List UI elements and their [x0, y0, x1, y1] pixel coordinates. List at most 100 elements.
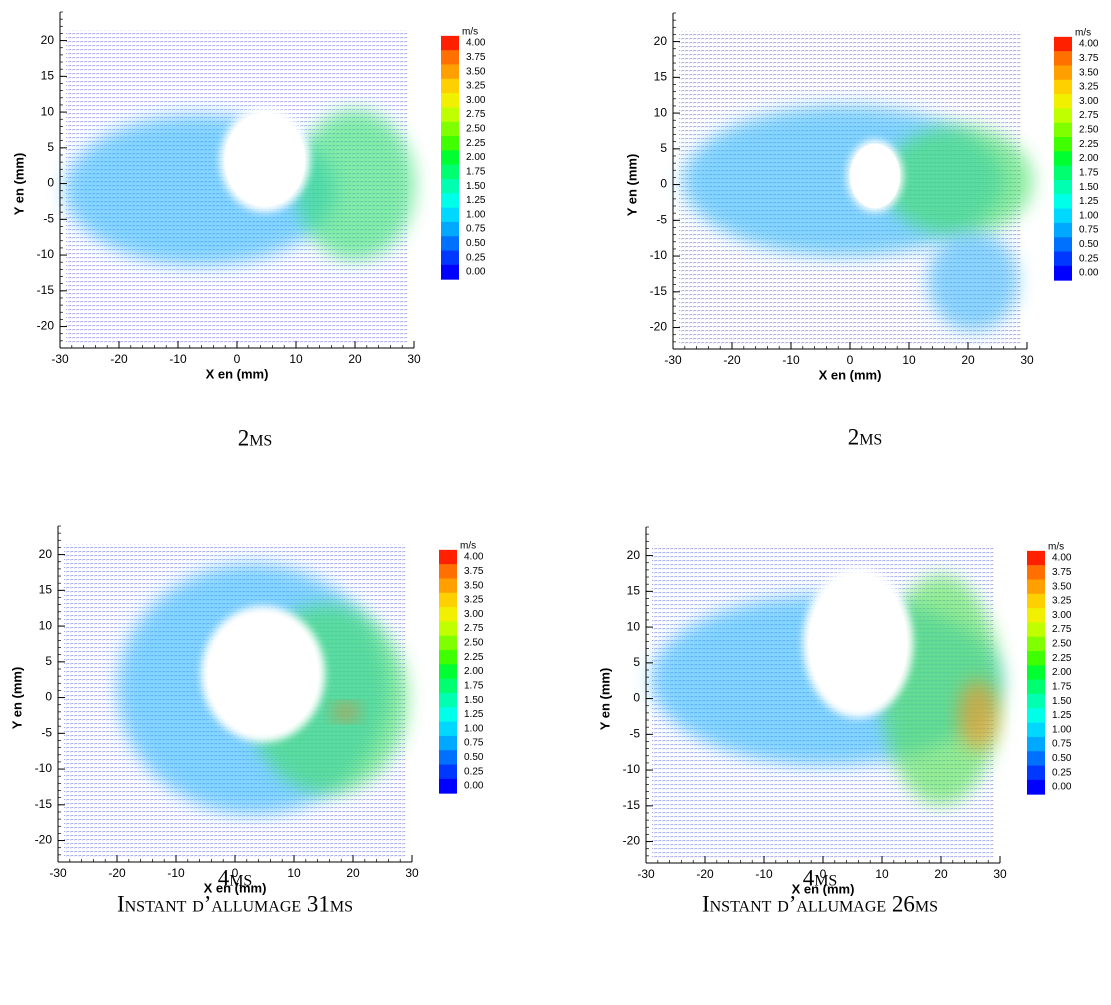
colorbar-swatch — [1054, 94, 1072, 109]
colorbar-label: 0.00 — [466, 267, 486, 278]
colorbar-label: 1.50 — [466, 181, 486, 192]
colorbar-label: 0.25 — [1052, 767, 1072, 778]
y-tick-label: -5 — [656, 212, 667, 226]
colorbar-label: 3.25 — [466, 81, 486, 92]
colorbar-swatch — [1027, 708, 1045, 724]
colorbar-label: 3.25 — [1052, 596, 1072, 607]
x-axis-label: X en (mm) — [206, 366, 269, 381]
colorbar-swatch — [441, 207, 459, 223]
y-tick-label: -20 — [623, 834, 641, 848]
colorbar-label: 2.75 — [1052, 624, 1072, 635]
flame-kernel-core — [224, 113, 306, 207]
colorbar-label: 0.25 — [1079, 253, 1099, 264]
colorbar-label: 0.50 — [1079, 239, 1099, 250]
colorbar-swatch — [441, 64, 459, 80]
vector-field — [679, 31, 1033, 346]
colorbar-unit: m/s — [460, 541, 476, 552]
colorbar-swatch — [1027, 651, 1045, 666]
colorbar-swatch — [1054, 108, 1072, 124]
colorbar-label: 2.25 — [1052, 653, 1072, 664]
y-tick-label: 20 — [41, 33, 55, 47]
colorbar-swatch — [1054, 237, 1072, 253]
colorbar-label: 2.00 — [1079, 153, 1099, 164]
y-tick-label: 10 — [41, 104, 55, 118]
colorbar-label: 0.75 — [1052, 739, 1072, 750]
y-tick-label: -15 — [623, 798, 641, 812]
colorbar-label: 0.25 — [464, 766, 484, 777]
colorbar-label: 2.25 — [1079, 139, 1099, 150]
colorbar-label: 1.25 — [466, 195, 486, 206]
vector-field — [64, 544, 408, 859]
colorbar-swatch — [1027, 751, 1045, 767]
colorbar-swatch — [439, 778, 457, 794]
x-tick-label: -10 — [167, 866, 185, 880]
flame-kernel-core — [849, 143, 901, 209]
y-tick-label: 15 — [627, 584, 641, 598]
colorbar-label: 1.25 — [1079, 196, 1099, 207]
colorbar-swatch — [441, 136, 459, 151]
x-tick-label: 10 — [902, 353, 916, 367]
panel: -20 -15 -10 -5 0 5 10 15 20 -30 -20 -10 0 10 20 30 X en … — [9, 525, 484, 916]
colorbar-label: 2.25 — [466, 138, 486, 149]
x-axis-label: X en (mm) — [792, 881, 855, 896]
x-axis-label: X en (mm) — [204, 880, 267, 895]
y-tick-label: -10 — [650, 248, 668, 262]
x-tick-label: 10 — [875, 867, 889, 881]
x-tick-label: 0 — [847, 353, 854, 367]
colorbar-label: 1.00 — [464, 723, 484, 734]
colorbar-swatch — [441, 35, 459, 51]
colorbar-label: 0.00 — [1052, 782, 1072, 793]
colorbar-label: 2.75 — [464, 623, 484, 634]
colorbar-swatch — [439, 650, 457, 665]
colorbar-swatch — [1027, 665, 1045, 681]
x-tick-label: 10 — [289, 352, 303, 366]
colorbar-swatch — [1054, 122, 1072, 138]
colorbar-label: 3.50 — [466, 66, 486, 77]
colorbar-label: 4.00 — [466, 38, 486, 49]
y-tick-label: -5 — [629, 726, 640, 740]
colorbar-label: 0.00 — [464, 781, 484, 792]
colorbar-label: 1.00 — [1079, 210, 1099, 221]
colorbar-swatch — [1027, 779, 1045, 795]
colorbar-label: 0.50 — [466, 238, 486, 249]
y-tick-label: -15 — [650, 284, 668, 298]
y-axis-label: Y en (mm) — [9, 667, 24, 730]
colorbar-label: 4.00 — [1052, 553, 1072, 564]
colorbar-swatch — [439, 549, 457, 565]
x-tick-label: 20 — [346, 866, 360, 880]
y-tick-label: 0 — [633, 691, 640, 705]
y-tick-label: 5 — [660, 141, 667, 155]
colorbar-label: 3.75 — [1052, 567, 1072, 578]
panel: -20 -15 -10 -5 0 5 10 15 20 -30 -20 -10 0 10 20 30 X en … — [11, 11, 486, 450]
colorbar-swatch — [1027, 593, 1045, 609]
colorbar-label: 2.50 — [464, 638, 484, 649]
colorbar-label: 4.00 — [1079, 39, 1099, 50]
colorbar-swatch — [441, 164, 459, 180]
y-tick-label: 20 — [39, 547, 53, 561]
x-tick-label: 20 — [961, 353, 975, 367]
colorbar-swatch — [1027, 736, 1045, 752]
colorbar-swatch — [439, 750, 457, 766]
x-tick-label: -20 — [110, 352, 128, 366]
y-axis-label: Y en (mm) — [11, 153, 26, 216]
velocity-region — [958, 680, 998, 750]
colorbar-swatch — [439, 564, 457, 579]
colorbar-swatch — [441, 78, 459, 94]
vector-field — [651, 545, 1001, 860]
colorbar-swatch — [439, 692, 457, 708]
colorbar-swatch — [1027, 608, 1045, 623]
y-axis-label: Y en (mm) — [624, 154, 639, 217]
x-tick-label: 30 — [405, 866, 419, 880]
y-tick-label: 20 — [627, 548, 641, 562]
y-tick-label: 0 — [660, 177, 667, 191]
colorbar-swatch — [1054, 65, 1072, 81]
y-tick-label: 5 — [47, 140, 54, 154]
colorbar-label: 0.75 — [464, 738, 484, 749]
x-tick-label: 30 — [1020, 353, 1034, 367]
colorbar-swatch — [1054, 51, 1072, 66]
y-tick-label: 5 — [633, 655, 640, 669]
x-tick-label: -30 — [664, 353, 682, 367]
colorbar-label: 3.25 — [464, 595, 484, 606]
x-tick-label: 0 — [232, 866, 239, 880]
colorbar-swatch — [441, 121, 459, 137]
